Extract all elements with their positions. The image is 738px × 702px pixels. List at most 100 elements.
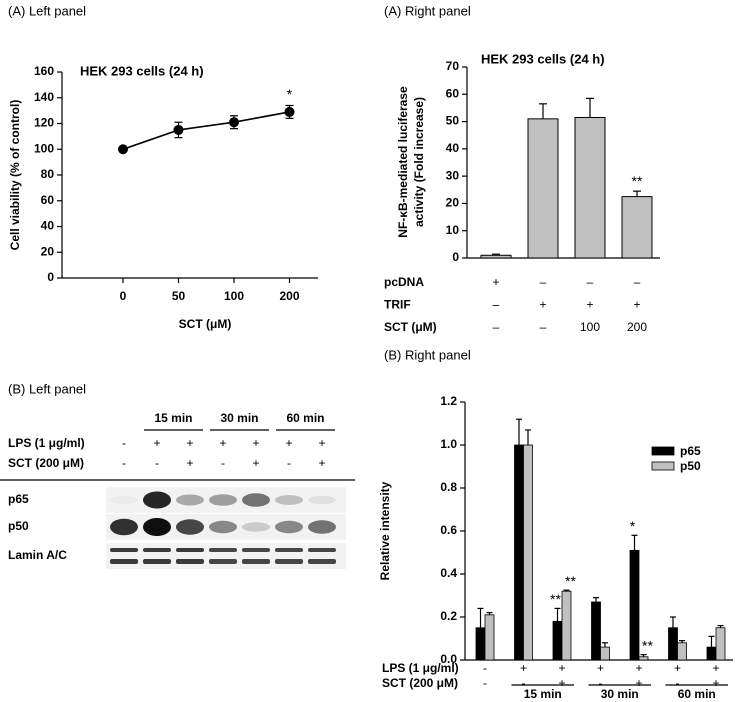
- condition-value: -: [155, 456, 159, 470]
- condition-value: +: [186, 436, 193, 450]
- panel-label: (B) Left panel: [8, 381, 86, 396]
- x-tick-label: 200: [279, 289, 299, 303]
- band: [176, 559, 204, 564]
- legend-label: p50: [680, 459, 701, 473]
- bar: [621, 196, 653, 259]
- band: [110, 518, 138, 536]
- bar: [480, 254, 512, 259]
- condition-value: 100: [580, 320, 600, 334]
- condition-value: +: [252, 436, 259, 450]
- bar: [668, 627, 678, 661]
- x-tick-label: 0: [120, 289, 127, 303]
- condition-value: 200: [627, 320, 647, 334]
- condition-value: –: [493, 298, 500, 312]
- band-label: Lamin A/C: [8, 548, 67, 562]
- condition-label: SCT (200 μM): [8, 456, 84, 470]
- significance: **: [632, 173, 643, 189]
- y-tick-label: 80: [41, 167, 55, 181]
- group-label: 15 min: [154, 411, 192, 425]
- bar: [484, 614, 495, 661]
- band: [143, 548, 171, 552]
- condition-value: +: [674, 661, 681, 675]
- y-axis-label: Cell viability (% of control): [8, 100, 22, 251]
- condition-value: +: [586, 298, 593, 312]
- condition-label: TRIF: [384, 298, 411, 312]
- group-label: 30 min: [601, 687, 639, 701]
- condition-value: -: [483, 661, 487, 675]
- y-tick-label: 40: [446, 141, 460, 155]
- bar: [600, 646, 610, 661]
- bar: [706, 646, 717, 661]
- condition-value: -: [483, 676, 487, 690]
- line: [122, 111, 290, 151]
- x-tick-label: 100: [224, 289, 244, 303]
- bar: [514, 444, 524, 661]
- bar: [523, 444, 533, 661]
- y-tick-label: 0: [452, 250, 459, 264]
- significance: **: [565, 573, 576, 589]
- point: [229, 117, 239, 128]
- condition-value: –: [493, 320, 500, 334]
- significance: *: [630, 518, 636, 534]
- band: [308, 495, 336, 505]
- condition-value: -: [522, 676, 526, 690]
- condition-value: +: [633, 298, 640, 312]
- group-label: 15 min: [524, 687, 562, 701]
- band: [242, 548, 270, 552]
- condition-value: +: [186, 456, 193, 470]
- condition-value: +: [153, 436, 160, 450]
- bar: [638, 656, 649, 661]
- bar: [552, 620, 563, 661]
- condition-label: pcDNA: [384, 275, 424, 289]
- band: [242, 559, 270, 564]
- significance: *: [287, 86, 293, 102]
- condition-value: +: [252, 456, 259, 470]
- y-tick-label: 20: [41, 244, 55, 258]
- group-label: 60 min: [286, 411, 324, 425]
- condition-value: +: [635, 661, 642, 675]
- point: [118, 144, 128, 155]
- y-tick-label: 30: [446, 168, 460, 182]
- condition-value: +: [558, 676, 565, 690]
- condition-value: –: [587, 275, 594, 289]
- legend-swatch: [651, 446, 675, 456]
- condition-label: LPS (1 μg/ml): [382, 661, 459, 675]
- band: [209, 494, 237, 506]
- group-label: 60 min: [678, 687, 716, 701]
- y-axis-label: activity (Fold increase): [412, 97, 426, 227]
- band: [308, 559, 336, 564]
- band: [275, 520, 303, 534]
- condition-value: +: [318, 456, 325, 470]
- condition-value: –: [540, 320, 547, 334]
- bar: [475, 627, 486, 661]
- bar: [677, 642, 687, 661]
- y-axis-label: Relative intensity: [378, 481, 392, 580]
- condition-value: +: [318, 436, 325, 450]
- band: [110, 559, 138, 564]
- band: [242, 493, 270, 507]
- x-axis-label: SCT (μM): [179, 317, 232, 331]
- condition-value: -: [122, 456, 126, 470]
- significance: **: [550, 591, 561, 607]
- y-tick-label: 0.2: [440, 609, 457, 623]
- y-tick-label: 70: [446, 59, 460, 73]
- condition-value: -: [287, 456, 291, 470]
- condition-value: -: [221, 456, 225, 470]
- group-label: 30 min: [220, 411, 258, 425]
- condition-value: -: [599, 676, 603, 690]
- band: [143, 518, 171, 536]
- band: [176, 548, 204, 552]
- significance: **: [642, 637, 653, 653]
- condition-value: -: [676, 676, 680, 690]
- condition-value: +: [219, 436, 226, 450]
- condition-value: –: [540, 275, 547, 289]
- panel-label: (A) Right panel: [384, 3, 471, 18]
- y-tick-label: 0: [47, 270, 54, 284]
- point: [284, 106, 295, 117]
- bar: [591, 601, 601, 661]
- panel-label: (A) Left panel: [8, 3, 86, 18]
- band: [110, 548, 138, 552]
- y-tick-label: 160: [34, 64, 54, 78]
- legend-swatch: [651, 461, 675, 471]
- y-tick-label: 1.2: [440, 394, 457, 408]
